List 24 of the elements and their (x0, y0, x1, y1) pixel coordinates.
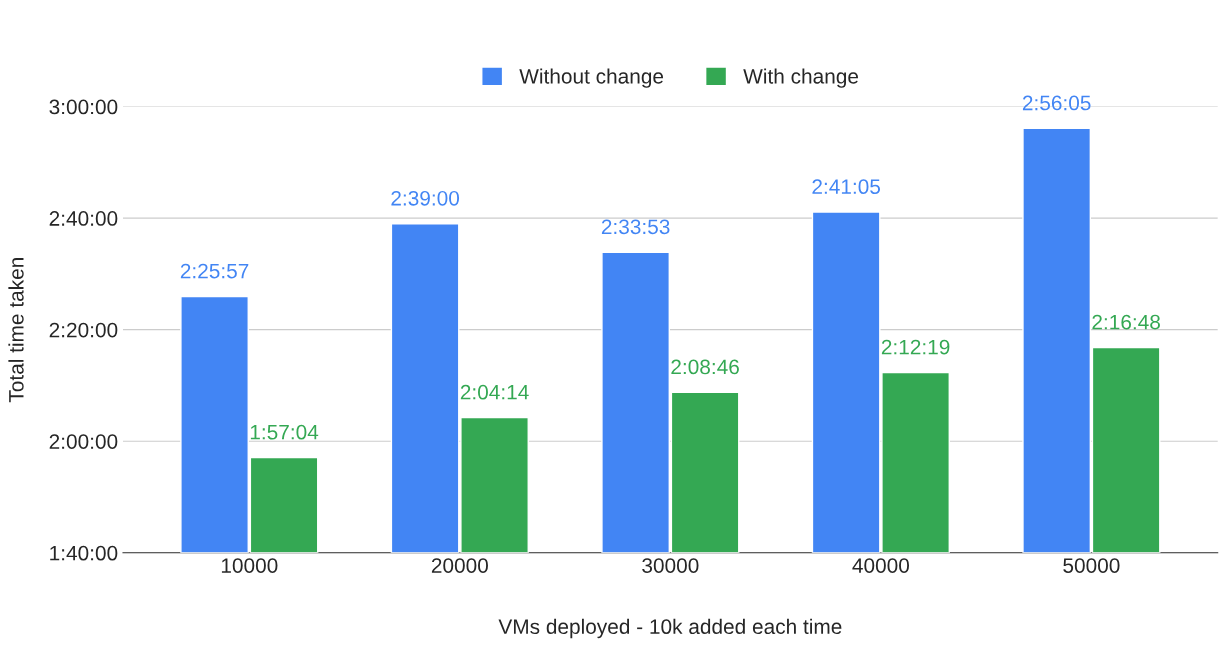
data-label: 1:57:04 (250, 424, 319, 440)
x-tick-label: 40000 (852, 558, 910, 573)
y-tick-label: 2:20:00 (49, 322, 118, 338)
x-tick-label: 30000 (642, 558, 699, 573)
y-tick-label: 3:00:00 (49, 99, 118, 115)
y-tick-label: 1:40:00 (50, 545, 118, 561)
legend-label: With change (743, 68, 859, 88)
data-label: 2:33:53 (601, 219, 670, 235)
x-axis-title: VMs deployed - 10k added each time (498, 618, 842, 639)
data-label: 2:39:00 (391, 190, 460, 206)
data-label: 2:25:57 (180, 263, 249, 279)
data-label: 2:08:46 (671, 359, 739, 375)
y-tick-label: 2:00:00 (49, 434, 118, 449)
y-axis-title: Total time taken (8, 258, 24, 403)
x-tick-label: 20000 (431, 558, 488, 573)
data-label: 2:16:48 (1092, 314, 1160, 330)
data-label: 2:12:19 (881, 339, 950, 355)
y-tick-label: 2:40:00 (49, 211, 118, 226)
data-label: 2:56:05 (1022, 95, 1091, 111)
data-label: 2:41:05 (812, 179, 881, 195)
data-label: 2:04:14 (460, 384, 529, 400)
x-tick-label: 50000 (1063, 558, 1120, 573)
x-tick-label: 10000 (221, 558, 278, 573)
legend-label: Without change (519, 68, 664, 88)
